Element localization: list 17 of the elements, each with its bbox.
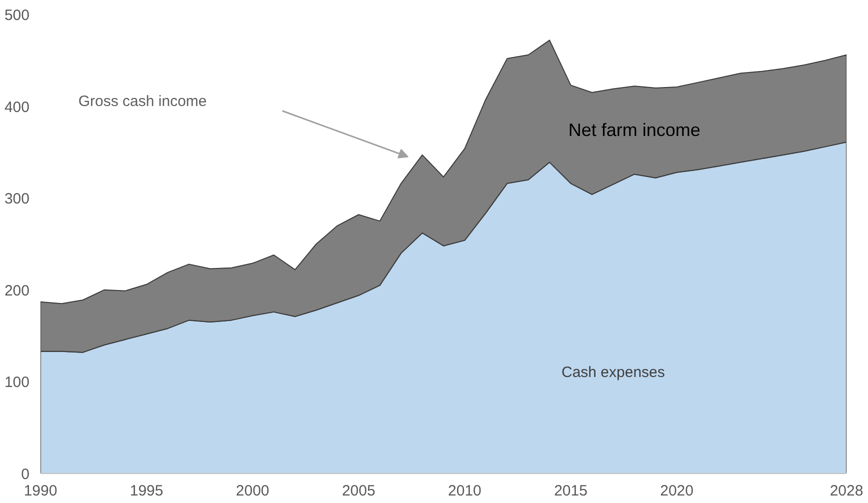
x-tick-label: 1990 <box>24 482 58 500</box>
x-tick-label: 2028 <box>830 482 864 500</box>
x-tick-label: 1995 <box>130 482 164 500</box>
series-label: Cash expenses <box>561 364 665 381</box>
y-tick-label: 100 <box>4 374 30 392</box>
x-tick-label: 2010 <box>448 482 482 500</box>
x-tick-label: 2005 <box>342 482 376 500</box>
annotation: Gross cash income <box>78 93 207 110</box>
x-tick-label: 2000 <box>236 482 270 500</box>
series-label: Net farm income <box>568 120 700 140</box>
x-tick-label: 2015 <box>554 482 588 500</box>
y-tick-label: 0 <box>21 466 30 483</box>
y-tick-label: 500 <box>4 7 30 24</box>
y-tick-label: 200 <box>4 282 30 300</box>
y-tick-label: 400 <box>4 98 30 116</box>
y-tick-label: 300 <box>4 190 30 208</box>
x-tick-label: 2020 <box>660 482 694 500</box>
